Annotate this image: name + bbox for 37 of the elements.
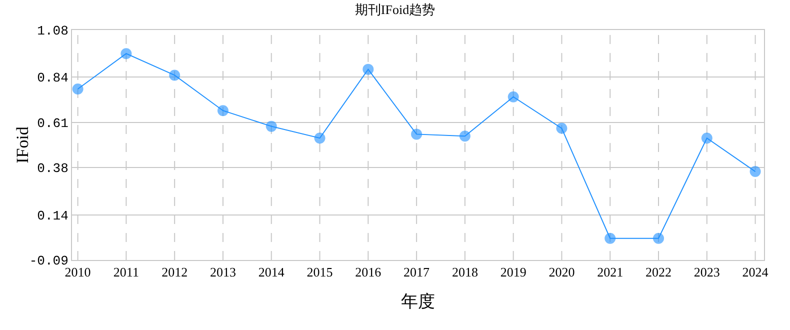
x-tick-label: 2011 (113, 264, 139, 280)
x-tick-label: 2024 (742, 264, 769, 280)
point (701, 132, 712, 144)
point (314, 132, 326, 144)
x-tick-label: 2020 (548, 264, 575, 280)
x-tick-label: 2012 (162, 264, 188, 280)
x-tick-label: 2023 (694, 264, 720, 280)
chart-title: 期刊IFoid趋势 (354, 2, 436, 18)
x-tick-label: 2022 (646, 264, 672, 280)
x-tick-label: 2014 (258, 264, 285, 280)
y-tick-label: 0.38 (37, 161, 68, 176)
y-tick-label: 0.84 (37, 70, 69, 86)
x-tick-label: 2019 (500, 264, 526, 280)
point (72, 83, 84, 94)
x-tick-label: 2015 (306, 264, 333, 280)
y-axis-title: IFoid (13, 126, 32, 164)
point (411, 128, 422, 140)
y-tick-label: 0.61 (37, 116, 69, 131)
y-tick-label: 0.14 (37, 208, 69, 224)
x-tick-label: 2017 (404, 264, 430, 280)
x-tick-label: 2021 (597, 264, 624, 280)
x-tick-label: 2016 (355, 264, 382, 280)
point (217, 105, 228, 116)
point (169, 70, 180, 81)
x-tick-label: 2018 (452, 264, 478, 280)
point (604, 232, 616, 244)
point (653, 232, 664, 244)
point (508, 91, 519, 102)
point (362, 64, 374, 75)
point (750, 166, 761, 178)
x-axis-title: 年度 (401, 292, 435, 311)
x-tick-label: 2013 (210, 264, 236, 280)
point (266, 120, 277, 132)
point (459, 130, 470, 142)
point (556, 122, 568, 134)
y-tick-label: 1.08 (37, 24, 68, 39)
point (120, 48, 132, 60)
